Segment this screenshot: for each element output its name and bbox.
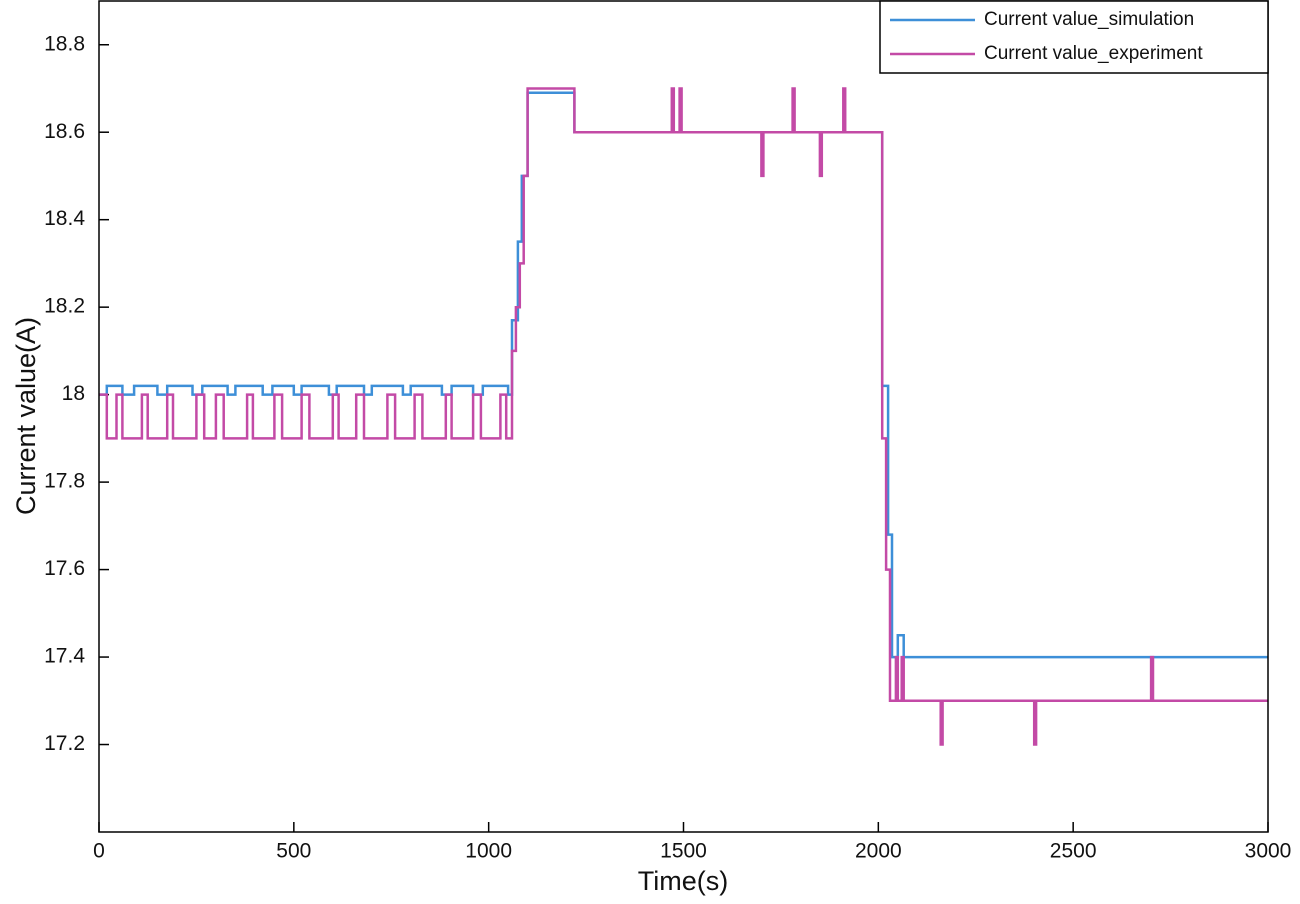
y-tick-label: 17.2 <box>44 732 85 755</box>
x-tick-label: 0 <box>93 840 105 863</box>
y-tick-label: 18.2 <box>44 295 85 318</box>
x-tick-label: 2500 <box>1050 840 1097 863</box>
y-tick-label: 17.4 <box>44 645 85 668</box>
y-axis-label: Current value(A) <box>11 317 41 515</box>
plot-frame <box>98 0 1269 833</box>
x-axis-label: Time(s) <box>638 866 728 896</box>
legend-label: Current value_experiment <box>984 43 1203 64</box>
line-series <box>99 87 1268 746</box>
y-tick-label: 17.8 <box>44 470 85 493</box>
y-tick-label: 18.8 <box>44 32 85 55</box>
y-tick-label: 17.6 <box>44 557 85 580</box>
x-tick-label: 500 <box>276 840 311 863</box>
y-tick-label: 18.4 <box>44 207 85 230</box>
x-tick-label: 1000 <box>465 840 512 863</box>
y-tick-label: 18.6 <box>44 120 85 143</box>
y-tick-label: 18 <box>62 382 85 405</box>
legend-box <box>879 0 1269 74</box>
line-series <box>99 91 1268 659</box>
legend-label: Current value_simulation <box>984 9 1194 30</box>
x-tick-label: 3000 <box>1245 840 1292 863</box>
x-tick-label: 2000 <box>855 840 902 863</box>
x-tick-label: 1500 <box>660 840 707 863</box>
